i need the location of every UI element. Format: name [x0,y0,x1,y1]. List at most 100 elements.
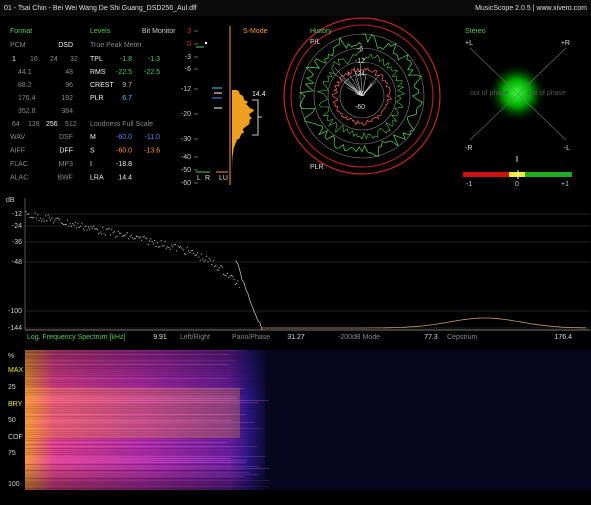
level-name: RMS [90,69,106,76]
spectrum-dot [35,217,38,219]
spectrum-dot [33,216,35,218]
spectrum-dot [91,227,93,229]
spectrum-dot [150,238,152,240]
history-ray [347,87,363,97]
stereo-scale: 0 [515,181,519,188]
spectrum-dot [195,254,197,256]
spectrum-dot [65,223,67,225]
spectrum-dot [137,236,139,238]
y-tick-label: -144 [8,325,22,332]
spectrum-dot [194,255,196,257]
spectrum-dot [228,277,230,279]
spectrum-dot [42,218,44,220]
spectrum-dot [121,235,123,237]
loudness-value: -18.8 [116,161,132,168]
bit-depth: 32 [70,56,78,63]
spectrum-dot [146,238,148,240]
spectrum-dot [43,220,45,222]
spectrum-dot [206,255,208,257]
spectrum-dot [142,236,144,238]
spectrum-dot [130,234,132,236]
ring-label: -24 [355,71,365,78]
spectrum-dot [82,228,84,230]
correlation-bar [463,172,509,177]
loudness-value: -11.0 [145,134,161,141]
history-ray [359,63,363,97]
spectrum-dot [112,232,114,234]
spectrum-dot [38,219,40,221]
spectrum-dot [237,280,239,282]
spectrum-dot [48,217,51,219]
spectrum-dot [215,264,217,267]
format-pcm: PCM [10,42,26,49]
channel-label: R [205,175,210,182]
spectrum-dot [25,210,27,213]
meter-scale: -20 [181,111,191,118]
spectrum-dot [93,225,95,227]
loudness-name: M [90,134,96,141]
ring [290,24,434,168]
ring-label: -40 [355,91,365,98]
spectrum-dot [232,276,234,278]
dsd-rate: 512 [65,121,77,128]
spectrum-dot [28,213,30,215]
spectrum-dot [119,232,121,234]
spectrum-dot [30,216,32,218]
stereo-scale: -1 [466,181,472,188]
history-ray [334,67,363,97]
ring [313,47,411,145]
spectrum-dot [133,238,135,240]
level-value: 6.7 [122,95,132,102]
spectrum-dot [54,220,56,222]
sample-rate: 44.1 [18,69,32,76]
spectrum-dot [135,235,138,237]
spectrum-dot [99,231,101,233]
stereo-diagonal [469,47,567,141]
spectrogram-shade [25,350,265,490]
meter-scale: -12 [181,86,191,93]
spectrum-dot [234,283,236,285]
loudness-name: S [90,147,95,154]
spectrum-dot [29,216,31,218]
meter-scale: -6 [185,66,191,73]
spectrum-dot [163,245,165,247]
history-ray [361,84,373,97]
loudness-value: -60.0 [116,147,132,154]
spectrum-dot [155,245,157,248]
spectrogram-empty [265,350,591,490]
spectrum-dot [74,221,76,223]
stereo-corner: +R [561,40,570,47]
ring-label: -12 [355,58,365,65]
spectrum-dot [122,235,125,237]
spectrum-dot [152,243,154,245]
spectrum-dot [148,240,151,242]
spectrum-dot [224,274,226,276]
spectrum-dot [197,252,199,254]
spectrogram-label: COF [8,434,23,441]
spectrum-dot [167,246,169,248]
loudness-name: I [90,161,92,168]
spectrum-dot [182,249,184,251]
spectrum-dot [187,250,190,252]
channel-label: LU [219,175,228,182]
spectrum-dot [145,237,147,239]
spectrum-dot [31,217,34,219]
spectrum-dot [213,266,216,268]
ring [299,33,425,159]
cepstrum [262,317,586,329]
spectrogram-label: 100 [8,481,20,488]
meter-mode: S-Mode [243,28,268,35]
stereo-corner: -R [465,145,472,152]
loudness-name: LRA [90,174,104,181]
spectrum-dot [219,267,221,269]
sample-rate: 48 [65,69,73,76]
spectrum-dot [161,245,164,247]
spectrum-dot [126,232,128,234]
spectrum-dot [129,236,131,238]
spectrum-dot [128,238,130,240]
spectrum-dot [229,275,231,277]
spectrum-dot [177,245,179,247]
meter-scale: 3 [187,28,191,35]
